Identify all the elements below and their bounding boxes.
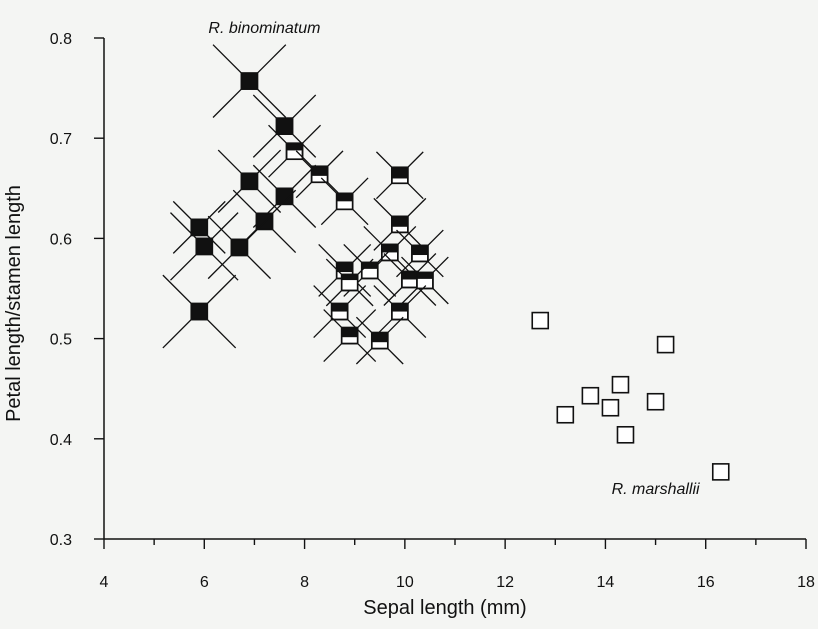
x-tick-label: 16 — [697, 574, 715, 591]
filled-square-point — [383, 253, 437, 306]
filled-square-point — [323, 309, 377, 363]
y-axis-title: Petal length/stamen length — [3, 185, 25, 422]
open-square-point — [656, 335, 675, 354]
x-tick-label: 18 — [797, 574, 815, 591]
filled-square-point — [373, 197, 427, 251]
open-square-point — [601, 398, 620, 417]
x-tick-label: 4 — [100, 574, 109, 591]
x-tick-label: 8 — [300, 574, 309, 591]
y-tick-label: 0.6 — [50, 231, 72, 248]
open-square-point — [611, 375, 630, 394]
x-tick-label: 14 — [597, 574, 615, 591]
open-square-point — [531, 311, 550, 330]
filled-square-point — [217, 149, 282, 213]
open-square-point — [711, 463, 730, 481]
x-tick-label: 10 — [396, 574, 414, 591]
filled-square-point — [355, 316, 404, 365]
filled-square-point — [212, 44, 287, 118]
filled-square-point — [313, 285, 367, 339]
filled-square-point — [252, 164, 317, 228]
filled-square-point — [363, 225, 417, 279]
filled-square-point — [318, 244, 372, 297]
y-tick-label: 0.5 — [50, 332, 72, 349]
filled-square-point — [295, 150, 344, 199]
y-tick-label: 0.8 — [50, 31, 72, 48]
open-square-point — [556, 405, 575, 424]
y-tick-label: 0.7 — [50, 131, 72, 148]
axes: 4 6 8 10 12 14 16 18 0.3 0.4 0.5 0.6 0.7 0.8 — [50, 31, 815, 591]
open-square-point — [616, 425, 635, 444]
filled-square-point — [252, 94, 317, 158]
filled-square-point — [207, 215, 272, 280]
x-axis-title: Sepal length (mm) — [363, 597, 526, 619]
filled-square-point — [401, 256, 449, 305]
filled-square-point — [373, 285, 427, 339]
species-annotation: R. marshallii — [612, 481, 700, 498]
filled-square-point — [170, 212, 239, 281]
filled-square-point — [375, 151, 424, 200]
y-ticks: 0.3 0.4 0.5 0.6 0.7 0.8 — [50, 31, 104, 549]
y-tick-label: 0.3 — [50, 532, 72, 549]
x-tick-label: 6 — [200, 574, 209, 591]
filled-square-point — [320, 177, 369, 226]
open-square-point — [581, 386, 600, 405]
filled-square-point — [325, 258, 374, 307]
filled-square-point — [172, 200, 226, 254]
x-tick-label: 12 — [496, 574, 514, 591]
open-square-point — [646, 392, 665, 411]
species-annotation: R. binominatum — [208, 20, 320, 37]
annotations: R. binominatum R. marshallii — [208, 20, 700, 498]
y-tick-label: 0.4 — [50, 432, 72, 449]
x-ticks: 4 6 8 10 12 14 16 18 — [100, 539, 815, 591]
data-points — [162, 44, 730, 481]
filled-square-point — [162, 274, 237, 349]
